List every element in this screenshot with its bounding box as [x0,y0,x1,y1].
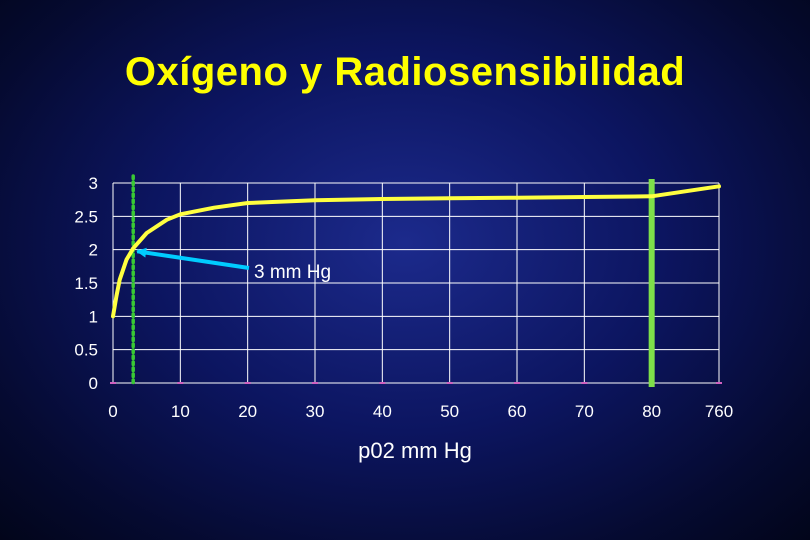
annotation-label: 3 mm Hg [254,262,331,283]
x-tick-label: 40 [373,402,392,421]
x-tick-label: 20 [238,402,257,421]
y-tick-label: 0.5 [74,341,98,360]
curve-layer [111,184,721,319]
reference-lines [131,174,655,387]
x-tick-label: 30 [306,402,325,421]
x-tick-label: 760 [705,402,733,421]
x-tick-label: 70 [575,402,594,421]
y-tick-label: 1.5 [74,274,98,293]
x-tick-label: 0 [108,402,117,421]
annotation-arrow [136,247,250,270]
y-tick-label: 0 [89,374,98,393]
slide-title: Oxígeno y Radiosensibilidad [124,50,686,94]
grid-lines [110,182,722,384]
x-axis-label: p02 mm Hg [358,438,472,463]
axis-ticks: 00.511.522.530 10 20 30 40 50 60 70 80 760 [74,174,733,421]
annotations: 3 mm Hg [136,247,331,283]
oxygen-enhancement-curve [111,184,721,319]
y-tick-label: 2 [89,241,98,260]
y-tick-label: 3 [89,174,98,193]
y-tick-label: 1 [89,307,98,326]
y-tick-label: 2.5 [74,207,98,226]
x-tick-label: 60 [508,402,527,421]
x-tick-label: 50 [440,402,459,421]
x-tick-label: 80 [642,402,661,421]
x-tick-label: 10 [171,402,190,421]
